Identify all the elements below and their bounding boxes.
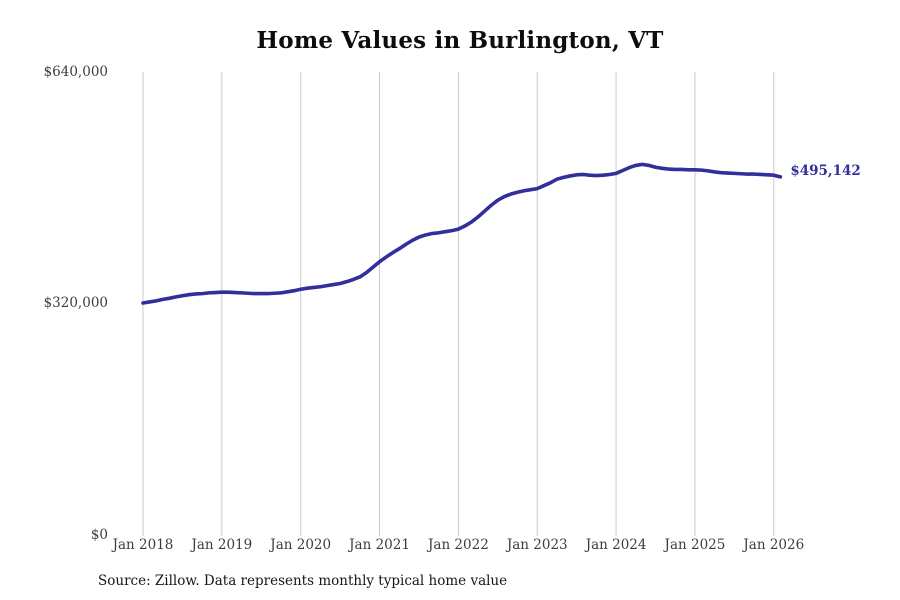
- y-axis-label-320000: $320,000: [43, 295, 108, 312]
- x-axis-label-2021: Jan 2021: [349, 537, 410, 553]
- x-axis-label-2022: Jan 2022: [427, 537, 489, 553]
- source-note: Source: Zillow. Data represents monthly …: [98, 573, 508, 589]
- x-axis-label-2026: Jan 2026: [743, 537, 805, 553]
- chart-title: Home Values in Burlington, VT: [256, 27, 664, 54]
- x-axis-label-2024: Jan 2024: [585, 537, 647, 553]
- x-axis-label-2018: Jan 2018: [112, 537, 174, 553]
- x-axis-label-2019: Jan 2019: [191, 537, 253, 553]
- y-axis-label-640000: $640,000: [43, 63, 108, 80]
- gridlines: [142, 72, 775, 536]
- x-axis-label-2023: Jan 2023: [506, 537, 568, 553]
- y-axis-label-0: $0: [90, 527, 108, 543]
- home-value-line: [141, 162, 783, 305]
- x-axis-label-2020: Jan 2020: [270, 537, 332, 553]
- x-axis-label-2025: Jan 2025: [664, 537, 726, 553]
- latest-value-label: $495,142: [790, 162, 861, 179]
